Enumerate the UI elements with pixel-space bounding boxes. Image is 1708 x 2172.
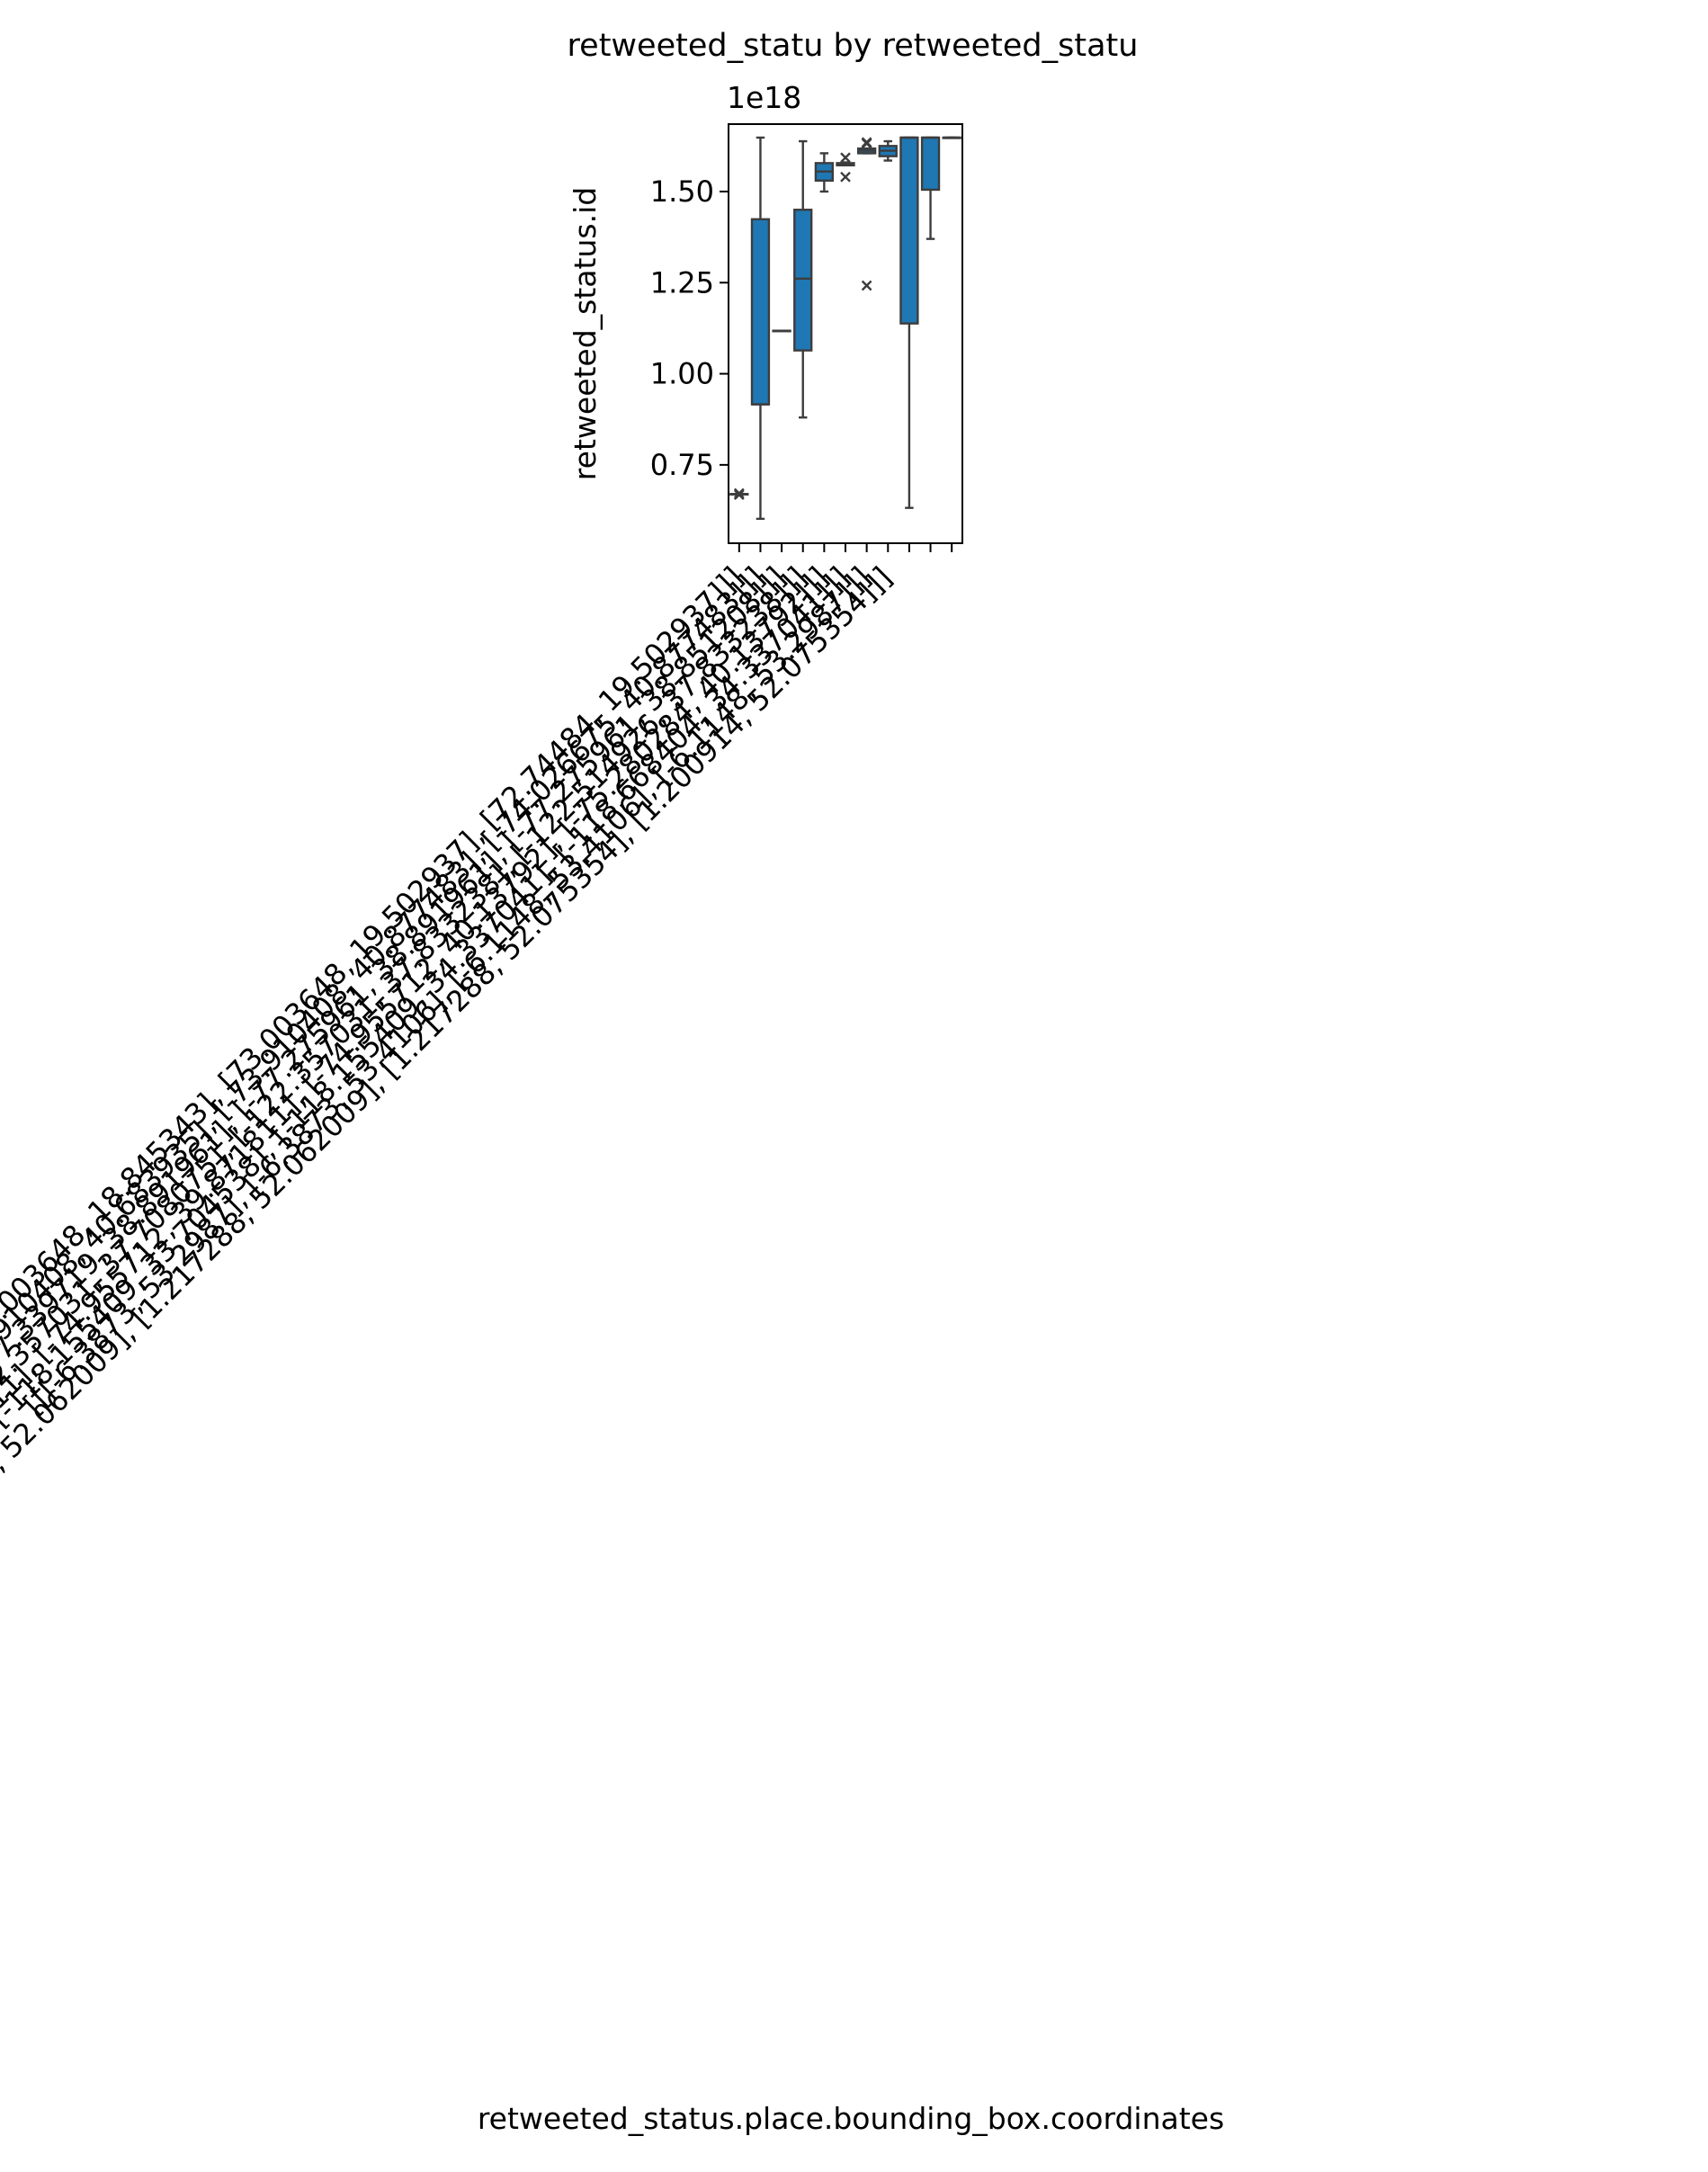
box-group	[837, 153, 854, 181]
box-group	[816, 153, 833, 192]
y-tick-label: 1.50	[650, 174, 714, 209]
box-group	[774, 331, 791, 332]
box-group	[922, 138, 939, 239]
y-axis-label: retweeted_status.id	[568, 187, 603, 480]
x-tick-label: [[[1.200914, 52.062009], [1.217288, 52.0…	[0, 560, 899, 1599]
y-tick-label: 0.75	[650, 448, 714, 482]
box-group	[880, 141, 897, 160]
x-tick-labels: [[[72.74484, 18.845343], [73.003648, 18.…	[0, 560, 899, 1732]
box-group	[730, 488, 747, 499]
box-iqr	[900, 138, 917, 324]
box-group	[794, 141, 811, 417]
box-group	[900, 138, 917, 508]
outlier-point	[841, 173, 850, 182]
box-group	[943, 138, 961, 139]
chart-title: retweeted_statu by retweeted_statu	[568, 28, 1139, 64]
y-tick-label: 1.25	[650, 265, 714, 299]
box-group	[752, 138, 769, 519]
y-tick-label: 1.00	[650, 357, 714, 391]
x-axis-label: retweeted_status.place.bounding_box.coor…	[478, 2101, 1224, 2136]
plot-area	[730, 138, 960, 519]
box-iqr	[922, 138, 939, 190]
box-iqr	[794, 210, 811, 350]
outlier-point	[841, 153, 850, 162]
outlier-point	[863, 282, 872, 290]
outlier-point	[863, 138, 872, 147]
box-group	[858, 138, 875, 290]
box-iqr	[752, 219, 769, 405]
y-offset-text: 1e18	[727, 80, 801, 115]
